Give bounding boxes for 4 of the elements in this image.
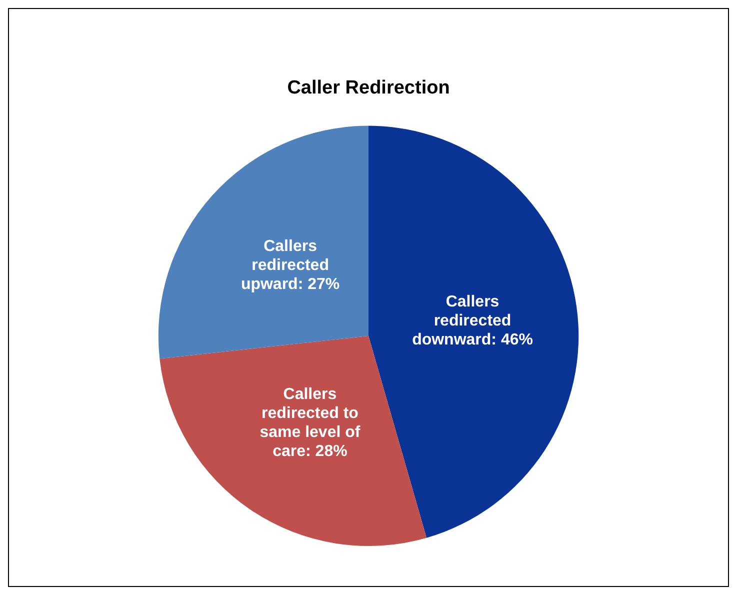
slice-label: Callers redirected to same level of care: 28% [260,386,361,460]
slice-label: Callers redirected downward: 46% [412,294,533,349]
chart-title: Caller Redirection [287,78,450,99]
slice-label: Callers redirected upward: 27% [240,238,340,294]
